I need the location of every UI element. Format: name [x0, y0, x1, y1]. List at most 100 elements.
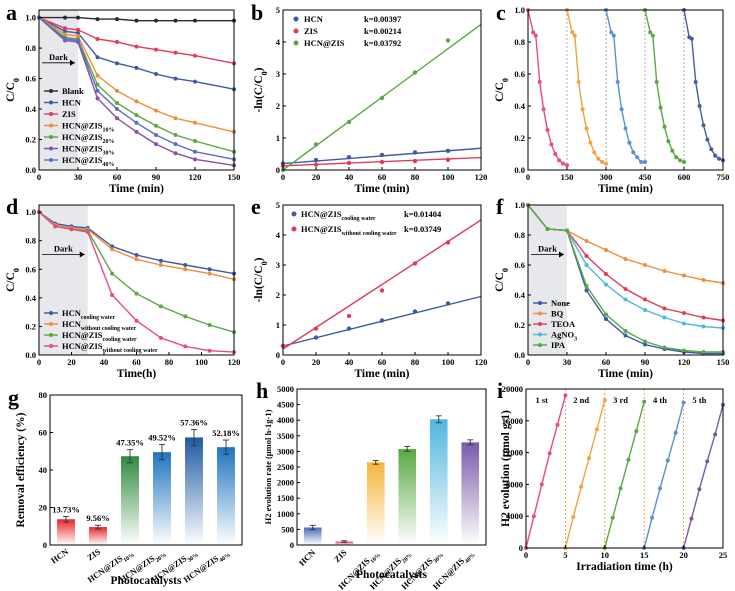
x-tick-label: 0 [37, 172, 41, 182]
x-tick-label: 40 [345, 172, 354, 182]
series-Cycle 1-point [549, 142, 554, 147]
series-HCN-point [76, 30, 80, 35]
y-axis-label: -ln(C/C0) [253, 67, 269, 112]
series-AgNO3-point [662, 315, 667, 320]
series-HCN@ZIS10%-point [63, 32, 67, 37]
data-point [346, 160, 352, 166]
series-ZIS-point [63, 26, 67, 31]
y-tick-label: 0.8 [25, 236, 36, 246]
data-point [346, 155, 352, 160]
series-Cycle 4-point [670, 148, 675, 153]
series-Cycle 4-point [674, 155, 679, 160]
series-IPA-point [584, 284, 589, 288]
series-3 rd-point [618, 486, 623, 491]
panel-label-d: d [6, 194, 18, 219]
x-tick-label: 80 [411, 357, 420, 367]
y-axis-label: -ln(C/C0) [253, 257, 269, 302]
legend-label: HCN@ZIS40% [62, 155, 114, 168]
series-HCN@ZIS10%-point [76, 33, 80, 38]
series-TEOA-point [584, 254, 589, 258]
x-tick-label: 15 [640, 550, 649, 560]
legend-marker [49, 135, 53, 139]
series-HCN@ZIS20%-line [38, 17, 235, 153]
data-point [379, 159, 385, 165]
x-tick-label: 40 [100, 357, 109, 367]
x-tick-label: 120 [189, 172, 202, 182]
legend-marker [538, 322, 542, 326]
y-tick-label: 0.8 [25, 43, 36, 53]
series-Cycle 4-point [654, 80, 659, 84]
legend-marker [49, 146, 53, 151]
data-point [313, 335, 319, 340]
series-Cycle 3-point [643, 160, 647, 164]
data-point [379, 288, 385, 293]
series-5 th-point [697, 487, 702, 492]
series-HCN@ZIS30%-point [134, 129, 139, 134]
series-HCN-line [38, 16, 235, 90]
y-axis-label: C/C0 [494, 268, 510, 292]
series-HCN-point [207, 271, 212, 276]
x-tick-label: 150 [717, 357, 730, 367]
series-IPA-point [662, 345, 667, 350]
x-tick-label: 25 [719, 550, 728, 560]
series-4 th-point [665, 458, 670, 463]
y-tick-label: 16000 [502, 416, 523, 426]
y-tick-label: 3 [276, 69, 280, 79]
series-AgNO3-point [701, 324, 706, 329]
x-tick-label: ZIS [85, 546, 102, 562]
legend-marker [49, 158, 53, 162]
legend-marker [49, 311, 53, 315]
series-Cycle 4-point [650, 33, 655, 38]
series-ZIS-point [115, 40, 119, 44]
series-HCN-point [115, 61, 119, 66]
x-tick-label: ZIS [332, 547, 349, 564]
series-1 st-line [525, 395, 567, 549]
legend-label: HCNcooling water [62, 308, 115, 321]
data-point [412, 158, 418, 164]
x-tick-label: 600 [678, 172, 691, 182]
series-HCN@ZIS10%-point [154, 108, 158, 113]
bar [89, 527, 107, 545]
x-tick-label: 0 [526, 357, 530, 367]
series-HCN@ZIS10%-line [38, 17, 235, 133]
legend-label: HCN [62, 98, 82, 108]
bar [398, 448, 417, 545]
dark-arrow-head [79, 251, 85, 258]
y-tick-label: 5 [276, 5, 280, 15]
panel-label-h: h [256, 378, 268, 403]
series-Blank-point [115, 17, 119, 22]
series-HCN@ZIS-point [69, 227, 74, 232]
series-Cycle 3-point [627, 140, 632, 145]
series-TEOA-point [604, 272, 608, 276]
y-tick-label: 0 [519, 543, 523, 553]
x-tick-label: 10 [601, 550, 610, 560]
series-1 st-point [539, 482, 544, 487]
series-Cycle 2-point [570, 30, 575, 35]
y-tick-label: 4 [276, 230, 281, 240]
panel-label-f: f [496, 194, 504, 219]
legend-marker [49, 333, 53, 337]
dark-arrow-head [559, 251, 564, 258]
x-tick-label: 120 [475, 357, 488, 367]
data-point [445, 148, 451, 153]
y-tick-label: 1000 [277, 509, 294, 519]
panel-a: Dark 0 30 60 90 120 150 0.0 0.2 0.4 0.6 0.8 1.0 Time … [5, 9, 240, 195]
y-tick-label: 0.2 [514, 320, 525, 330]
data-point [313, 162, 319, 167]
series-1 st-point [563, 393, 568, 398]
series-HCN-line [38, 211, 235, 275]
y-tick-label: 0.0 [25, 165, 36, 175]
legend-label: Blank [62, 86, 84, 96]
x-tick-label: 20 [67, 357, 76, 367]
x-tick-label: 20 [312, 172, 321, 182]
y-tick-label: 0.0 [25, 350, 36, 360]
series-HCN@ZIS10%-point [173, 116, 178, 121]
legend-label: HCN@ZIS10% [62, 121, 114, 134]
legend-label: HCN@ZIScooling water [301, 209, 376, 222]
series-BQ-point [682, 273, 686, 278]
y-tick-label: 1 [276, 133, 280, 143]
dark-region [39, 10, 78, 170]
y-tick-label: 5 [276, 200, 280, 210]
data-point [445, 301, 451, 306]
series-5 th-point [689, 516, 694, 521]
